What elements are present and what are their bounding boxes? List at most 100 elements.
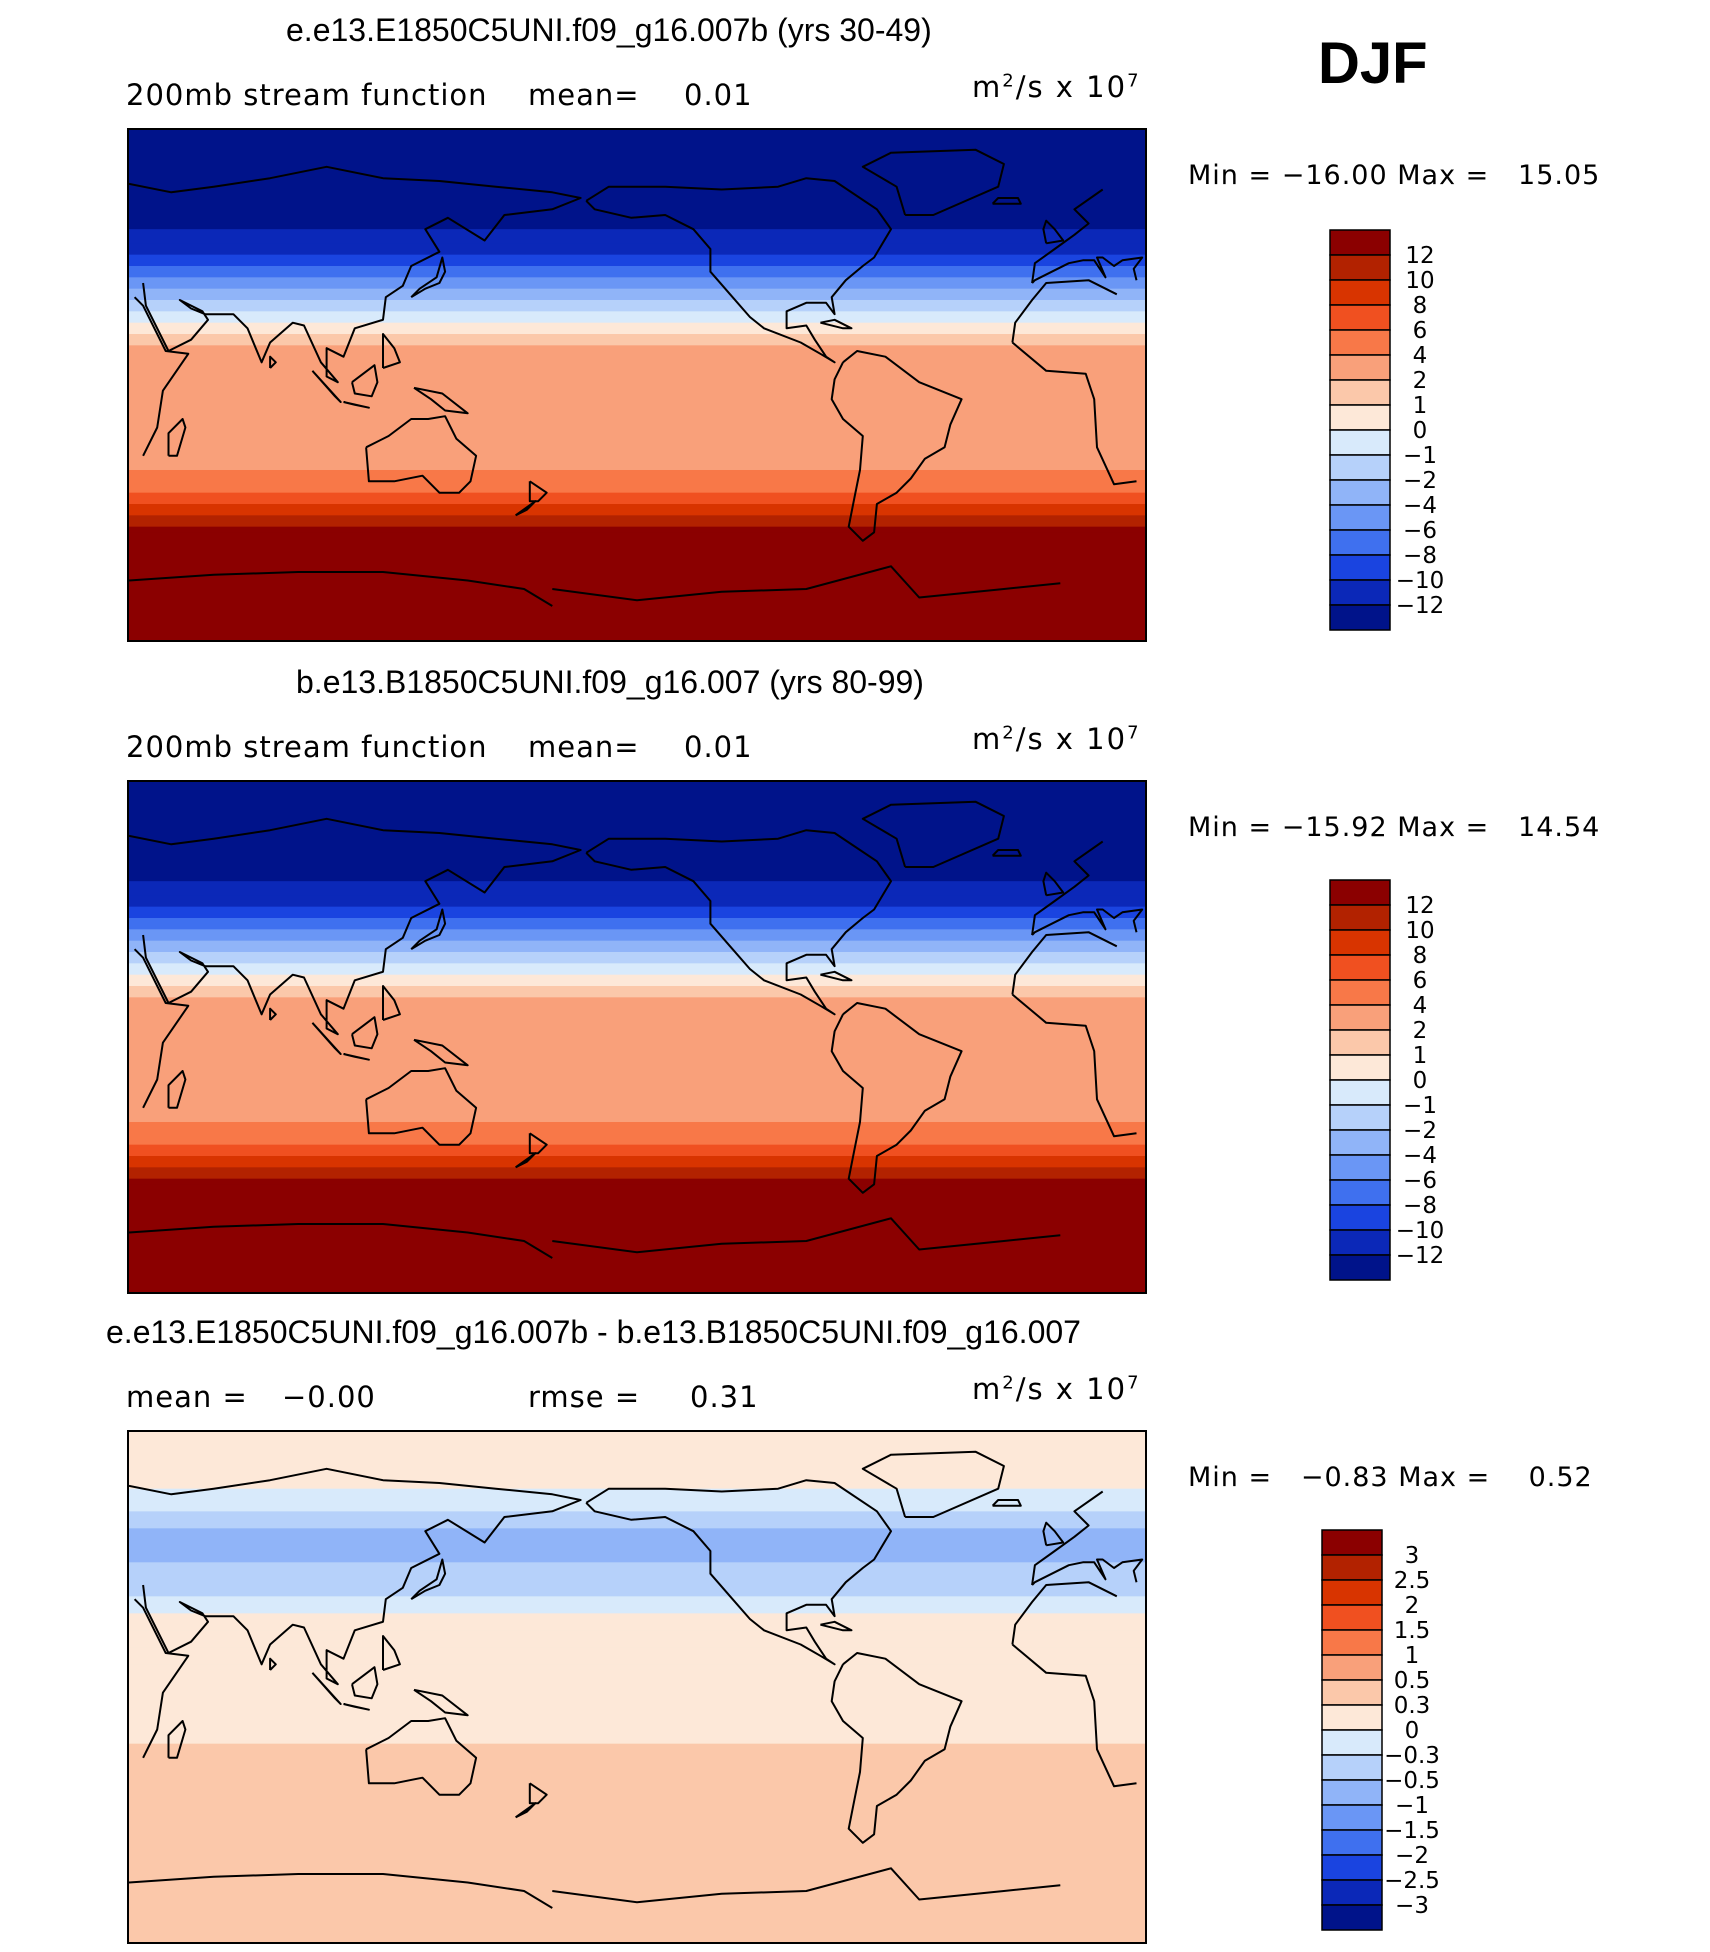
min-value: −16.00 [1281,160,1388,191]
mean-value: 0.01 [684,730,753,764]
contour-band [129,1857,1145,1942]
units-label: m2/s x 107 [972,70,1141,104]
coastline-path [351,364,379,398]
colorbar-swatch [1329,979,1391,1006]
colorbar-label: −1 [1403,1093,1437,1119]
contour-band [129,526,1145,533]
contour-band [129,1178,1145,1185]
contour-band [129,532,1145,539]
coastline-path [343,401,370,409]
contour-band [129,940,1145,953]
colorbar: 3 2.5 2 1.5 1 0.5 0.3 0 −0.3 −0.5 −1 −1.5 −2 −2.5 −3 [1321,1529,1492,1936]
map-field [129,130,1145,640]
coastline-path [1011,341,1137,486]
coastline-path [515,1152,537,1169]
coastline-path [133,948,190,1109]
colorbar-label: 0 [1413,1068,1428,1094]
coastline-path [382,333,401,369]
coastline-path [820,1620,853,1632]
contour-band [129,918,1145,930]
colorbar-label: −1.5 [1384,1818,1440,1844]
colorbar-swatch [1329,1154,1391,1181]
contour-band [129,952,1145,964]
coastline-path [1011,993,1137,1138]
contour-band [129,782,1145,834]
colorbar-label: 8 [1413,943,1428,969]
contour-band [129,1664,1145,1688]
min-value: −0.83 [1300,1462,1389,1493]
colorbar-label: −6 [1403,518,1437,544]
panel-title: b.e13.B1850C5UNI.f09_g16.007 (yrs 80-99) [296,664,924,700]
mean-label: mean= [528,730,640,764]
season-label: DJF [1318,31,1428,96]
coastline-path [830,350,963,542]
coastline-path [861,148,1005,216]
units-scale: /s x 10 [1015,70,1128,104]
colorbar-swatch [1329,579,1391,606]
mean-label: mean= [528,78,640,112]
contour-band [129,130,1145,182]
colorbar-label: 2.5 [1394,1568,1431,1594]
colorbar-label: 12 [1405,243,1434,269]
coastline-path [167,1720,187,1759]
coastline-path [410,256,447,299]
units-exponent: 2 [1002,70,1016,92]
contour-band [129,1800,1145,1858]
colorbar-label: −10 [1396,1218,1445,1244]
colorbar-label: 0.3 [1394,1693,1431,1719]
contour-band [129,311,1145,324]
contour-band [129,266,1145,278]
contour-band [129,447,1145,460]
colorbar-label: −10 [1396,568,1445,594]
contour-band [129,390,1145,403]
colorbar-label: −1 [1403,443,1437,469]
mean-value: 0.01 [684,78,753,112]
colorbar-label: 2 [1413,1018,1428,1044]
coastline-path [1042,871,1065,897]
coastline-path [585,829,892,1016]
mean-label: mean = [126,1380,248,1414]
colorbar-swatch [1321,1879,1383,1906]
colorbar-label: 10 [1405,268,1434,294]
contour-band [129,1579,1145,1597]
contour-band [129,1190,1145,1292]
units-base: m [972,722,1003,756]
units-exponent: 7 [1127,722,1141,744]
colorbar-swatch [1329,929,1391,956]
contour-band [129,492,1145,505]
coastline-path [413,1038,469,1067]
coastline-path [269,355,277,369]
coastline-path [343,1703,370,1711]
max-label: Max = [1397,812,1490,843]
contour-band [129,833,1145,860]
units-base: m [972,70,1003,104]
contour-band [129,895,1145,908]
coastline-path [413,386,469,415]
colorbar-label: 2 [1405,1593,1420,1619]
units-exponent: 7 [1127,1372,1141,1394]
contour-band [129,906,1145,919]
colorbar-swatch [1321,1779,1383,1806]
colorbar-swatch [1321,1729,1383,1756]
coastlines [129,1450,1144,1909]
coastline-path [552,1217,1061,1254]
colorbar-label: 8 [1413,293,1428,319]
map-field [129,782,1145,1292]
colorbar-label: −1 [1395,1793,1429,1819]
colorbar-label: −12 [1396,1243,1445,1269]
colorbar-label: −2 [1403,1118,1437,1144]
colorbar-label: −2 [1403,468,1437,494]
coastline-path [515,1802,537,1819]
colorbar-swatch [1321,1804,1383,1831]
contour-band [129,929,1145,942]
contour-band [129,1545,1145,1563]
colorbar-swatch [1321,1604,1383,1631]
rmse-value: 0.31 [690,1380,759,1414]
colorbar-swatch [1329,1179,1391,1206]
colorbar-swatch [1329,1104,1391,1131]
coastline-path [365,1067,478,1146]
contour-band [129,504,1145,516]
coastline-path [1042,1521,1065,1547]
contour-band [129,1133,1145,1146]
